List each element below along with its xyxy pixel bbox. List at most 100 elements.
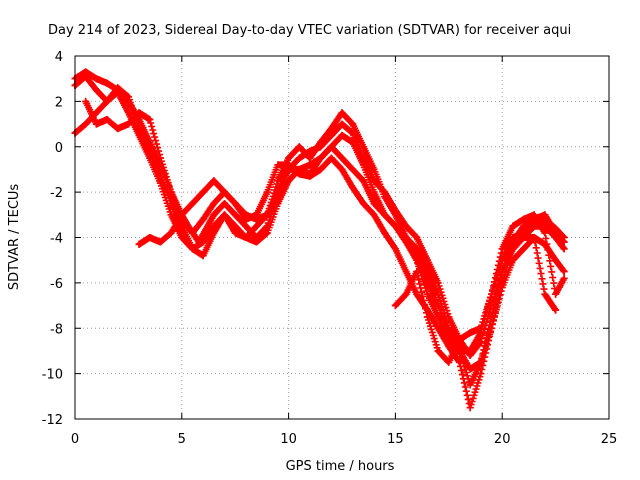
data-point [434,302,442,310]
data-point [349,138,357,146]
y-tick-label: -6 [50,277,63,292]
data-point [231,199,239,207]
data-point [82,97,90,105]
data-point [103,116,111,124]
data-point [295,170,303,178]
data-point [156,179,164,187]
y-tick-label: -2 [50,186,63,201]
chart-title: Day 214 of 2023, Sidereal Day-to-day VTE… [48,23,571,38]
data-point [445,342,453,350]
data-point [466,404,474,412]
y-tick-label: -4 [50,232,63,247]
data-point [466,347,474,355]
data-point [327,143,335,151]
data-point [488,324,496,332]
data-point [210,199,218,207]
data-point [231,211,239,219]
data-point [199,188,207,196]
data-point [391,222,399,230]
data-point [285,177,293,185]
data-point [295,154,303,162]
data-point [402,290,410,298]
data-point [338,120,346,128]
data-point [167,188,175,196]
data-point [498,283,506,291]
data-point [349,184,357,192]
data-point [263,188,271,196]
data-point [370,165,378,173]
y-tick-label: -10 [42,368,63,383]
data-point [509,256,517,264]
data-point [188,199,196,207]
data-point [263,211,271,219]
data-point [413,256,421,264]
data-point [92,75,100,83]
data-point [466,381,474,389]
data-point [242,222,250,230]
x-tick-label: 0 [71,432,79,447]
data-point [413,234,421,241]
data-point [477,370,485,378]
data-point [178,215,186,223]
data-point [124,120,132,128]
data-point [520,215,528,223]
data-point [242,234,250,241]
y-tick-label: 4 [55,50,63,65]
data-point [231,222,239,230]
data-point [338,165,346,173]
data-point [423,290,431,298]
data-point [178,234,186,241]
data-point [509,245,517,253]
data-point [146,154,154,162]
data-point [359,177,367,185]
data-point [221,211,229,219]
data-point [413,268,421,276]
data-point [114,125,122,133]
data-point [285,154,293,162]
data-point [370,199,378,207]
data-point [306,172,314,180]
data-point [295,143,303,151]
data-point [188,245,196,253]
data-point [391,302,399,310]
y-tick-label: 0 [55,141,63,156]
data-point [253,211,261,219]
data-point [135,240,143,248]
data-point [156,154,164,162]
data-point [338,154,346,162]
data-point [391,245,399,253]
data-point [221,199,229,207]
data-point [530,211,538,219]
data-point [82,72,90,80]
data-point [135,131,143,139]
data-point [402,268,410,276]
data-point [338,109,346,117]
plot-frame [74,55,610,420]
data-point [477,324,485,332]
data-point [317,165,325,173]
y-axis-label: SDTVAR / TECUs [7,184,22,291]
data-point [327,125,335,133]
data-point [124,109,132,117]
y-tick-label: 2 [55,95,63,110]
data-point [488,290,496,298]
data-point [530,222,538,230]
data-point [146,116,154,124]
data-point [520,234,528,241]
data-point [274,199,282,207]
data-point [146,234,154,241]
data-point [210,177,218,185]
data-point [306,154,314,162]
data-point [359,143,367,151]
data-point [423,256,431,264]
data-point [359,199,367,207]
data-point [317,154,325,162]
data-point [92,86,100,94]
data-point [455,347,463,355]
data-point [306,161,314,169]
data-point [402,234,410,241]
y-tick-label: -12 [42,413,63,428]
data-point [552,306,560,314]
data-point [541,211,549,219]
